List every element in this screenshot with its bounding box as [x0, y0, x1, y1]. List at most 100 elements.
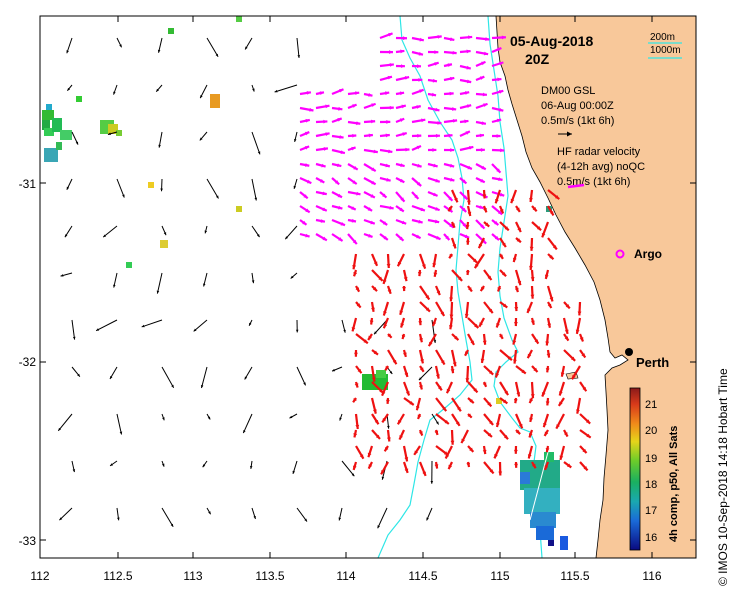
- radar-arrow-magenta-head: [401, 104, 406, 109]
- model-arrow: [296, 507, 308, 522]
- radar-arrow-red-head: [374, 419, 379, 425]
- lat-tick-33: -33: [19, 534, 37, 548]
- radar-arrow-red-head: [545, 341, 550, 346]
- radar-arrow-red-head: [556, 424, 560, 429]
- radar-arrow-red-head: [467, 413, 472, 418]
- model-arrow-head: [289, 415, 293, 419]
- radar-arrow-magenta-head: [462, 223, 467, 228]
- radar-arrow-red-head: [482, 382, 487, 387]
- radar-arrow-red-head: [445, 454, 450, 459]
- radar-arrow-magenta-head: [371, 167, 376, 172]
- model-arrow: [116, 178, 125, 198]
- radar-arrow-magenta-head: [481, 121, 486, 125]
- model-arrow: [341, 460, 355, 477]
- radar-arrow-magenta-head: [417, 163, 422, 168]
- radar-arrow-magenta-head: [367, 207, 373, 211]
- radar-arrow-red-head: [547, 323, 552, 328]
- model-arrow-head: [58, 427, 62, 431]
- model-arrow-head: [381, 476, 385, 480]
- radar-arrow-red-head: [563, 432, 568, 437]
- radar-arrow-magenta-head: [389, 50, 393, 54]
- radar-arrow-magenta-head: [417, 133, 422, 138]
- radar-arrow-magenta-head: [400, 49, 405, 54]
- model-arrow-head: [256, 234, 260, 238]
- radar-arrow-magenta-head: [416, 64, 422, 69]
- radar-arrow-red-head: [528, 433, 533, 438]
- model-arrow-head: [249, 466, 253, 469]
- radar-arrow-magenta-head: [500, 148, 505, 153]
- radar-arrow-red-head: [513, 399, 518, 404]
- model-arrow-head: [156, 290, 160, 294]
- radar-arrow-magenta-head: [466, 104, 472, 109]
- radar-arrow-magenta-head: [404, 76, 410, 80]
- model-arrow-head: [295, 329, 299, 333]
- model-arrow: [373, 319, 388, 335]
- radar-arrow-red-head: [432, 263, 437, 268]
- model-arrow-head: [67, 87, 71, 91]
- radar-arrow-magenta-head: [480, 178, 485, 183]
- model-arrow-head: [170, 523, 174, 527]
- radar-arrow-red-head: [469, 399, 474, 404]
- radar-arrow-red-head: [536, 226, 542, 231]
- radar-arrow-red-head: [549, 255, 554, 260]
- model-arrow-head: [254, 197, 258, 201]
- radar-arrow-magenta-head: [483, 51, 489, 56]
- radar-arrow-red-head: [449, 297, 454, 302]
- legend-radar-arrow: [567, 183, 585, 189]
- radar-arrow-magenta-head: [368, 93, 373, 97]
- radar-arrow-magenta-head: [419, 37, 424, 42]
- model-arrow-head: [59, 517, 63, 521]
- radar-arrow-red-head: [465, 351, 469, 356]
- model-arrow-head: [122, 194, 125, 198]
- radar-arrow-red-head: [575, 329, 580, 334]
- radar-arrow-red-head: [419, 367, 424, 372]
- radar-arrow-magenta-head: [450, 148, 455, 152]
- radar-arrow-red-head: [466, 462, 471, 468]
- model-arrow-head: [418, 377, 422, 381]
- radar-arrow-red-head: [515, 429, 521, 435]
- radar-arrow-red-head: [501, 272, 507, 277]
- radar-arrow-magenta-head: [323, 147, 328, 151]
- radar-arrow-magenta-head: [340, 221, 345, 226]
- radar-arrow-red-head: [530, 320, 535, 325]
- radar-arrow-magenta-head: [501, 35, 506, 40]
- radar-arrow-red-head: [516, 207, 520, 212]
- radar-arrow-red-head: [579, 337, 584, 342]
- model-arrow-head: [426, 517, 429, 521]
- radar-arrow-red-head: [534, 339, 539, 344]
- radar-arrow-magenta-head: [385, 163, 390, 168]
- radar-arrow-red-head: [417, 271, 422, 277]
- radar-arrow-red-head: [352, 265, 357, 270]
- model-arrow-head: [208, 511, 211, 515]
- radar-arrow-red-head: [507, 356, 512, 361]
- radar-arrow-red-head: [420, 359, 424, 364]
- model-arrow: [296, 37, 300, 59]
- colorbar-tick-17: 17: [645, 505, 657, 517]
- radar-arrow-red-head: [354, 352, 358, 357]
- radar-arrow-red-head: [433, 272, 438, 277]
- radar-arrow-magenta-head: [436, 235, 441, 240]
- model-arrow-head: [387, 425, 390, 429]
- radar-arrow-red-head: [446, 388, 451, 394]
- radar-arrow-red-head: [416, 405, 420, 411]
- model-arrow-head: [389, 371, 393, 375]
- model-arrow-head: [351, 473, 355, 477]
- radar-arrow-magenta-head: [483, 103, 488, 108]
- radar-arrow-red-head: [465, 378, 470, 383]
- radar-arrow-red-head: [353, 271, 358, 277]
- radar-arrow-red-head: [392, 359, 397, 365]
- model-arrow-head: [64, 234, 68, 238]
- radar-arrow-magenta-head: [389, 62, 394, 67]
- radar-arrow-red-head: [473, 388, 478, 393]
- radar-arrow-red-head: [436, 290, 441, 296]
- model-arrow: [274, 84, 298, 93]
- model-arrow-head: [107, 132, 111, 136]
- radar-arrow-red-head: [382, 279, 387, 284]
- radar-arrow-magenta-head: [386, 177, 391, 182]
- model-arrow-head: [377, 525, 380, 529]
- radar-arrow-red-head: [530, 294, 535, 299]
- radar-arrow-magenta-head: [399, 178, 405, 183]
- model-arrow-head: [203, 283, 206, 287]
- radar-arrow-magenta-head: [416, 105, 421, 109]
- model-arrow-head: [215, 195, 219, 199]
